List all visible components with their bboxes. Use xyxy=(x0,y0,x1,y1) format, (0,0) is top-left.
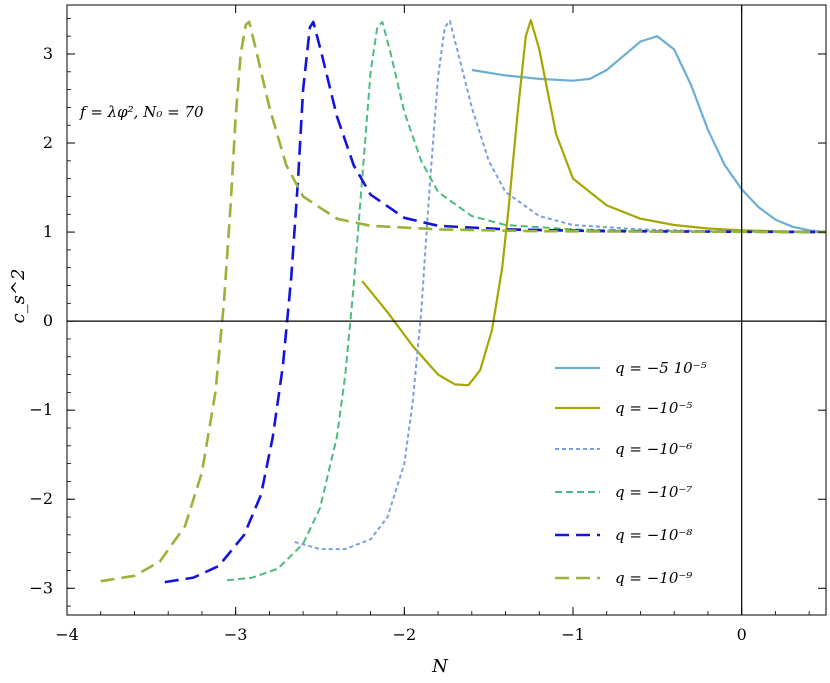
axes-layer xyxy=(66,4,827,616)
series-line-6 xyxy=(100,20,827,583)
x-tick-label: 0 xyxy=(737,625,747,644)
y-tick-label: −2 xyxy=(29,489,53,508)
series-layer xyxy=(100,19,827,584)
annotation: f = λφ², N₀ = 70 xyxy=(79,103,204,121)
legend-label-1: q = −5 10⁻⁵ xyxy=(615,359,707,377)
legend-entry-6: q = −10⁻⁹ xyxy=(555,569,692,587)
y-tick-label: 2 xyxy=(43,133,53,152)
x-tick-label: −3 xyxy=(224,625,248,644)
x-tick-label: −2 xyxy=(393,625,417,644)
legend-label-5: q = −10⁻⁸ xyxy=(615,526,692,544)
y-tick-label: −3 xyxy=(29,578,53,597)
x-axis-label: N xyxy=(431,656,449,677)
legend-entry-3: q = −10⁻⁶ xyxy=(555,440,692,458)
legend-label-6: q = −10⁻⁹ xyxy=(615,569,692,587)
ticks-layer: −4 −3 −2 −1 0 −3 −2 −1 0 1 2 3 xyxy=(29,5,826,644)
legend-label-4: q = −10⁻⁷ xyxy=(615,483,692,501)
legend-entry-1: q = −5 10⁻⁵ xyxy=(555,359,707,377)
y-tick-label: 1 xyxy=(43,222,53,241)
legend-entry-2: q = −10⁻⁵ xyxy=(555,399,692,417)
legend-label-2: q = −10⁻⁵ xyxy=(615,399,692,417)
series-line-3 xyxy=(294,20,827,551)
legend: q = −5 10⁻⁵ q = −10⁻⁵ q = −10⁻⁶ q = −10⁻… xyxy=(555,359,707,587)
y-tick-label: −1 xyxy=(29,400,53,419)
x-tick-label: −1 xyxy=(561,625,585,644)
series-line-4 xyxy=(227,20,827,582)
legend-entry-4: q = −10⁻⁷ xyxy=(555,483,692,501)
series-line-1 xyxy=(471,35,827,234)
y-axis-label: c_s^2 xyxy=(8,269,29,324)
y-tick-label: 3 xyxy=(43,44,53,63)
legend-label-3: q = −10⁻⁶ xyxy=(615,440,692,458)
y-tick-label: 0 xyxy=(43,311,53,330)
series-line-2 xyxy=(361,19,827,387)
legend-entry-5: q = −10⁻⁸ xyxy=(555,526,692,544)
plot-frame xyxy=(66,4,827,616)
x-tick-label: −4 xyxy=(55,625,79,644)
series-line-5 xyxy=(164,20,827,584)
